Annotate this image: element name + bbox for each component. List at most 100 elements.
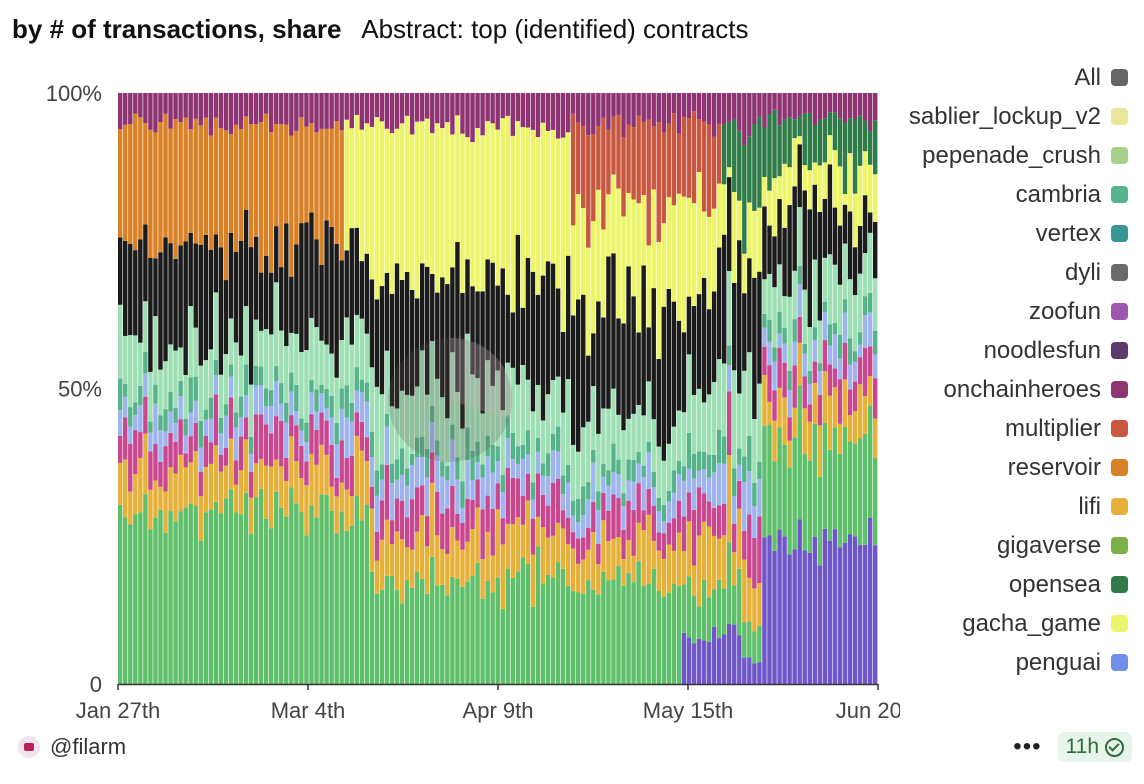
bar-segment [782,327,787,344]
bar-segment [646,584,651,684]
bar-segment [822,340,828,372]
bar-segment [334,243,339,378]
bar-segment [601,476,606,493]
author-info[interactable]: @filarm [18,734,126,760]
bar-segment [263,406,269,425]
bar-segment [510,312,516,368]
bar-segment [178,396,183,420]
bar-segment [118,410,123,436]
bar-segment [364,333,370,383]
legend-item[interactable]: lifi [888,487,1128,526]
legend-item[interactable]: cambria [888,175,1128,214]
bar-segment [480,93,485,136]
bar-segment [404,93,410,116]
bar-segment [827,93,833,113]
bar-segment [248,124,254,248]
more-options-button[interactable]: ••• [1013,733,1042,760]
bar-segment [641,465,646,478]
bar-segment [480,464,485,478]
bar-segment [601,408,606,464]
bar-segment [218,454,224,472]
bar-segment [857,93,863,116]
bar-segment [576,194,581,300]
bar-segment [465,427,470,461]
bar-segment [666,490,672,502]
bar-segment [767,341,772,366]
bar-segment [379,286,385,395]
legend-item[interactable]: penguai [888,643,1128,682]
bar-segment [832,334,838,369]
bar-segment [777,312,782,334]
legend-item[interactable]: onchainheroes [888,370,1128,409]
bar-segment [163,532,168,684]
bar-segment [148,371,153,422]
bar-segment [238,240,244,356]
author-handle[interactable]: @filarm [50,734,127,759]
bar-segment [641,93,646,122]
legend-item[interactable]: noodlesfun [888,331,1128,370]
bar-segment [213,501,219,684]
bar-segment [268,405,274,434]
bar-segment [389,520,395,545]
bar-segment [304,535,309,684]
bar-segment [430,273,435,342]
legend-item[interactable]: opensea [888,565,1128,604]
bar-segment [661,505,667,522]
bar-segment [857,438,863,546]
bar-segment [520,444,526,459]
bar-segment [706,597,712,642]
bar-segment [480,509,485,560]
bar-segment [666,443,672,491]
bar-segment [872,221,878,279]
bar-segment [606,129,611,195]
bar-segment [324,407,329,421]
legend-item[interactable]: sablier_lockup_v2 [888,97,1128,136]
bar-segment [842,379,848,427]
bar-segment [772,178,777,237]
bar-segment [299,352,304,419]
bar-column [208,93,214,684]
bar-segment [787,93,792,118]
refresh-badge[interactable]: 11h [1057,732,1132,762]
legend-item[interactable]: gigaverse [888,526,1128,565]
bar-segment [274,282,279,367]
bar-segment [737,635,742,684]
bar-segment [570,590,576,684]
legend-item[interactable]: vertex [888,214,1128,253]
bar-column [183,93,188,684]
bar-segment [450,352,455,425]
bar-segment [661,223,667,307]
bar-segment [404,272,410,395]
bar-segment [671,583,677,684]
bar-segment [611,579,616,684]
bar-segment [243,306,249,365]
legend-item[interactable]: All [888,58,1128,97]
bar-segment [258,414,264,459]
bar-column [178,93,183,684]
bar-segment [475,441,480,463]
bar-segment [656,591,661,684]
bar-segment [314,93,319,133]
legend-item[interactable]: gacha_game [888,604,1128,643]
bar-segment [872,330,878,355]
bar-segment [827,395,833,450]
bar-segment [213,234,219,293]
bar-segment [565,93,571,133]
bar-segment [540,122,546,276]
bar-segment [651,419,656,472]
bar-segment [742,253,747,294]
bar-segment [666,501,672,523]
bar-column [268,93,274,684]
bar-segment [475,507,480,563]
bar-segment [827,449,833,541]
legend-item[interactable]: dyli [888,253,1128,292]
bar-segment [525,257,531,380]
legend-item[interactable]: reservoir [888,448,1128,487]
avatar[interactable] [18,736,40,758]
bar-segment [153,316,158,385]
legend-item[interactable]: pepenade_crush [888,136,1128,175]
legend-item[interactable]: multiplier [888,409,1128,448]
bar-segment [253,93,259,125]
bar-segment [727,623,732,684]
legend-item[interactable]: zoofun [888,292,1128,331]
